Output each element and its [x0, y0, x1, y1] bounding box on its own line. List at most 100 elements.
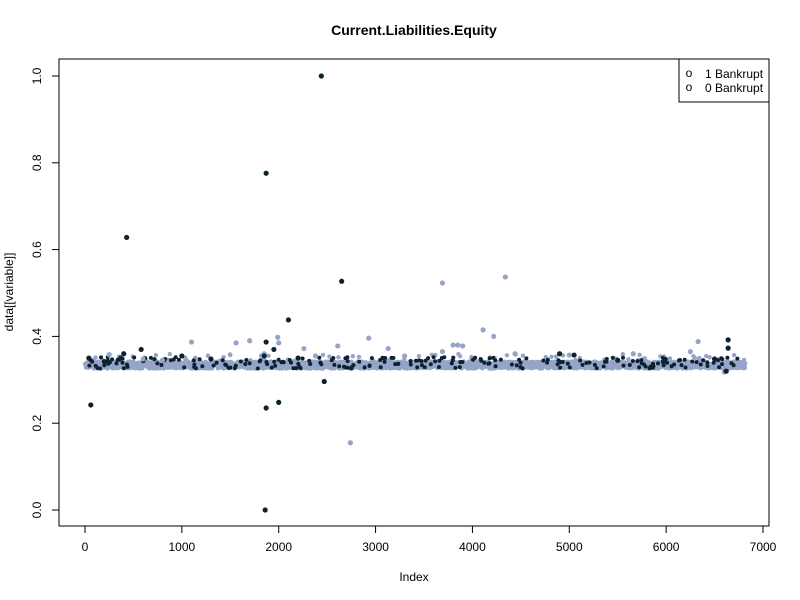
data-point	[426, 356, 431, 361]
data-point	[118, 355, 123, 360]
data-point	[121, 351, 127, 357]
data-point	[698, 362, 703, 367]
data-point	[385, 345, 391, 352]
data-point	[102, 363, 107, 368]
data-point	[378, 365, 383, 370]
x-tick-label: 2000	[265, 540, 292, 554]
data-point	[337, 364, 342, 369]
data-point	[402, 353, 408, 359]
data-point	[318, 360, 323, 365]
data-point	[228, 352, 233, 358]
data-point	[263, 339, 269, 345]
data-point	[106, 352, 112, 358]
data-point	[408, 362, 413, 367]
data-point	[541, 358, 546, 363]
data-point	[455, 342, 461, 348]
data-point	[285, 317, 291, 323]
data-point	[439, 356, 444, 360]
data-point	[725, 337, 731, 343]
data-point	[491, 333, 497, 339]
data-point	[431, 355, 436, 360]
data-point	[720, 362, 724, 367]
data-point	[460, 343, 466, 349]
data-point	[665, 360, 670, 365]
data-point	[567, 365, 572, 370]
data-point	[125, 362, 129, 367]
data-point	[571, 352, 577, 358]
data-point	[509, 362, 514, 367]
data-point	[298, 366, 303, 371]
data-point	[343, 365, 348, 370]
data-point	[287, 358, 292, 362]
data-point	[641, 362, 646, 367]
data-point	[663, 357, 668, 361]
data-point	[493, 364, 498, 369]
data-point	[276, 340, 282, 346]
data-point	[275, 334, 281, 340]
x-tick-label: 4000	[459, 540, 486, 554]
data-point	[512, 351, 518, 357]
data-point	[615, 357, 621, 363]
data-point	[272, 359, 277, 364]
data-point	[486, 361, 491, 366]
data-point	[694, 360, 699, 365]
data-point	[639, 358, 644, 363]
data-point	[226, 366, 231, 370]
data-point	[393, 362, 398, 367]
data-point	[247, 338, 253, 344]
data-point	[205, 353, 211, 358]
data-point	[331, 356, 336, 360]
data-point	[566, 352, 572, 358]
data-point	[191, 358, 196, 363]
data-point	[557, 351, 563, 357]
data-point	[280, 359, 285, 364]
data-point	[233, 340, 239, 346]
data-point	[90, 359, 95, 364]
data-point	[110, 357, 115, 362]
x-tick-label: 0	[82, 540, 89, 554]
data-point	[167, 351, 172, 357]
data-point	[294, 366, 298, 371]
data-point	[263, 170, 269, 176]
data-point	[656, 361, 660, 366]
x-tick-label: 5000	[556, 540, 583, 554]
plot-frame	[58, 58, 770, 527]
data-point	[701, 358, 706, 363]
data-point	[188, 339, 195, 345]
data-point	[711, 356, 718, 362]
data-point	[263, 405, 269, 411]
x-tick-label: 6000	[653, 540, 680, 554]
points-layer	[82, 73, 748, 513]
data-point	[437, 365, 441, 370]
data-point	[473, 355, 478, 360]
data-point	[690, 359, 695, 364]
data-point	[610, 355, 615, 360]
data-point	[417, 358, 422, 363]
legend-symbol-1: o	[686, 66, 693, 80]
legend-box	[678, 58, 770, 103]
y-tick-label: 0.4	[30, 328, 44, 345]
data-point	[307, 358, 312, 363]
y-axis-label: data[[variable]]	[2, 253, 16, 332]
legend-label-2: 0 Bankrupt	[705, 81, 764, 95]
data-point	[320, 352, 326, 358]
data-point	[120, 360, 125, 365]
data-point	[86, 355, 92, 361]
data-point	[667, 356, 673, 361]
data-point	[192, 365, 197, 369]
data-point	[255, 366, 260, 371]
data-point	[578, 358, 583, 363]
data-point	[159, 363, 164, 367]
data-point	[121, 366, 126, 371]
data-point	[223, 362, 228, 367]
data-point	[717, 365, 721, 370]
data-point	[594, 366, 599, 371]
data-point	[269, 365, 274, 370]
data-point	[553, 354, 559, 359]
data-point	[271, 346, 277, 353]
data-point	[273, 363, 278, 368]
data-point	[168, 358, 173, 363]
data-point	[514, 363, 519, 368]
data-point	[580, 362, 585, 367]
